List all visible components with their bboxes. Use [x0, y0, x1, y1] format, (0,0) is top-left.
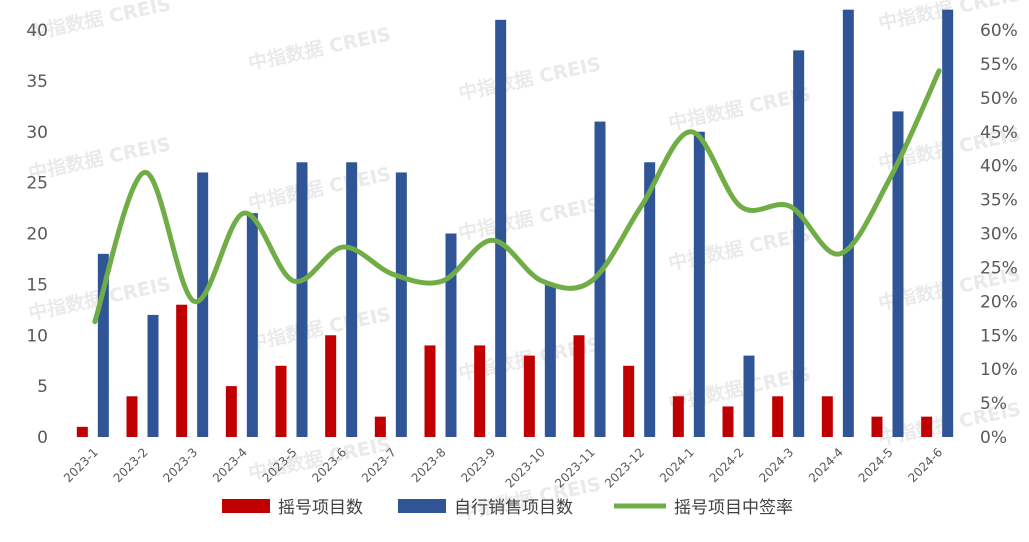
x-tick-label: 2023-3	[160, 445, 200, 485]
legend-label-0: 摇号项目数	[278, 498, 363, 518]
right-axis: 0% 5% 10% 15% 20% 25% 30% 35% 40% 45% 50% 55% 60%	[980, 21, 1018, 448]
bar-lottery-2024-5	[872, 417, 883, 437]
bar-lottery-2023-2	[127, 396, 138, 437]
bar-lottery-2024-4	[822, 396, 833, 437]
bar-self-sale-2023-5	[297, 162, 308, 437]
bar-lottery-2024-3	[772, 396, 783, 437]
left-tick-label: 15	[26, 275, 48, 295]
right-tick-label: 60%	[980, 21, 1018, 41]
x-tick-label: 2023-1	[61, 445, 101, 485]
bar-lottery-2023-8	[425, 345, 436, 437]
line-layer	[95, 71, 940, 322]
bar-lottery-2024-2	[723, 406, 734, 437]
legend: 摇号项目数 自行销售项目数 摇号项目中签率	[222, 498, 793, 518]
x-tick-label: 2023-8	[409, 445, 449, 485]
x-tick-label: 2024-2	[707, 445, 747, 485]
bar-self-sale-2023-4	[247, 213, 258, 437]
bar-lottery-2023-9	[474, 345, 485, 437]
bar-self-sale-2024-1	[694, 132, 705, 437]
right-tick-label: 35%	[980, 191, 1018, 211]
right-tick-label: 30%	[980, 225, 1018, 245]
x-tick-label: 2024-6	[905, 445, 945, 485]
right-tick-label: 50%	[980, 89, 1018, 109]
bar-lottery-2023-5	[276, 366, 287, 437]
right-tick-label: 0%	[980, 428, 1007, 448]
watermark-text: 中指数据 CREIS	[246, 162, 393, 215]
left-tick-label: 35	[26, 72, 48, 92]
watermark-text: 中指数据 CREIS	[666, 82, 813, 135]
x-tick-label: 2023-9	[458, 445, 498, 485]
right-tick-label: 25%	[980, 258, 1018, 278]
x-tick-label: 2024-5	[856, 445, 896, 485]
bar-lottery-2023-10	[524, 356, 535, 437]
left-tick-label: 25	[26, 174, 48, 194]
watermark-text: 中指数据 CREIS	[26, 0, 173, 45]
bar-self-sale-2023-3	[197, 172, 208, 437]
right-tick-label: 20%	[980, 292, 1018, 312]
bar-lottery-2023-11	[574, 335, 585, 437]
x-tick-label: 2023-4	[210, 445, 250, 485]
bar-self-sale-2023-2	[148, 315, 159, 437]
bar-lottery-2023-6	[325, 335, 336, 437]
x-tick-label: 2024-4	[806, 445, 846, 485]
left-axis: 0 5 10 15 20 25 30 35 40	[26, 21, 48, 448]
legend-swatch-1	[398, 499, 446, 513]
watermark-text: 中指数据 CREIS	[666, 0, 813, 5]
right-tick-label: 55%	[980, 55, 1018, 75]
legend-label-1: 自行销售项目数	[454, 498, 573, 518]
bar-lottery-2023-7	[375, 417, 386, 437]
x-tick-label: 2023-10	[503, 445, 548, 490]
right-tick-label: 15%	[980, 326, 1018, 346]
left-tick-label: 5	[37, 377, 48, 397]
right-tick-label: 5%	[980, 394, 1007, 414]
watermark-text: 中指数据 CREIS	[666, 222, 813, 275]
x-tick-label: 2024-3	[756, 445, 796, 485]
bar-self-sale-2023-8	[446, 234, 457, 438]
bar-self-sale-2024-4	[843, 10, 854, 437]
bar-self-sale-2024-2	[744, 356, 755, 437]
bar-lottery-2023-1	[77, 427, 88, 437]
bar-self-sale-2024-3	[793, 50, 804, 437]
legend-label-2: 摇号项目中签率	[674, 498, 793, 518]
right-tick-label: 45%	[980, 123, 1018, 143]
watermark-text: 中指数据 CREIS	[666, 362, 813, 415]
left-tick-label: 0	[37, 428, 48, 448]
bar-lottery-2023-3	[176, 305, 187, 437]
bar-lottery-2024-1	[673, 396, 684, 437]
watermark-text: 中指数据 CREIS	[456, 52, 603, 105]
bar-self-sale-2023-6	[346, 162, 357, 437]
legend-swatch-0	[222, 499, 270, 513]
bar-self-sale-2023-7	[396, 172, 407, 437]
left-tick-label: 10	[26, 326, 48, 346]
bar-self-sale-2023-10	[545, 284, 556, 437]
left-tick-label: 40	[26, 21, 48, 41]
watermark-text: 中指数据 CREIS	[246, 302, 393, 355]
lottery-rate-line	[95, 71, 939, 322]
watermark-text: 中指数据 CREIS	[246, 22, 393, 75]
x-tick-label: 2024-1	[657, 445, 697, 485]
left-tick-label: 20	[26, 225, 48, 245]
right-tick-label: 10%	[980, 360, 1018, 380]
bar-lottery-2024-6	[921, 417, 932, 437]
x-tick-label: 2023-2	[111, 445, 151, 485]
left-tick-label: 30	[26, 123, 48, 143]
bar-self-sale-2024-6	[942, 10, 953, 437]
bar-self-sale-2023-9	[495, 20, 506, 437]
bar-lottery-2023-12	[623, 366, 634, 437]
x-tick-label: 2023-12	[602, 445, 647, 490]
watermark-text: 中指数据 CREIS	[456, 192, 603, 245]
right-tick-label: 40%	[980, 157, 1018, 177]
bar-lottery-2023-4	[226, 386, 237, 437]
